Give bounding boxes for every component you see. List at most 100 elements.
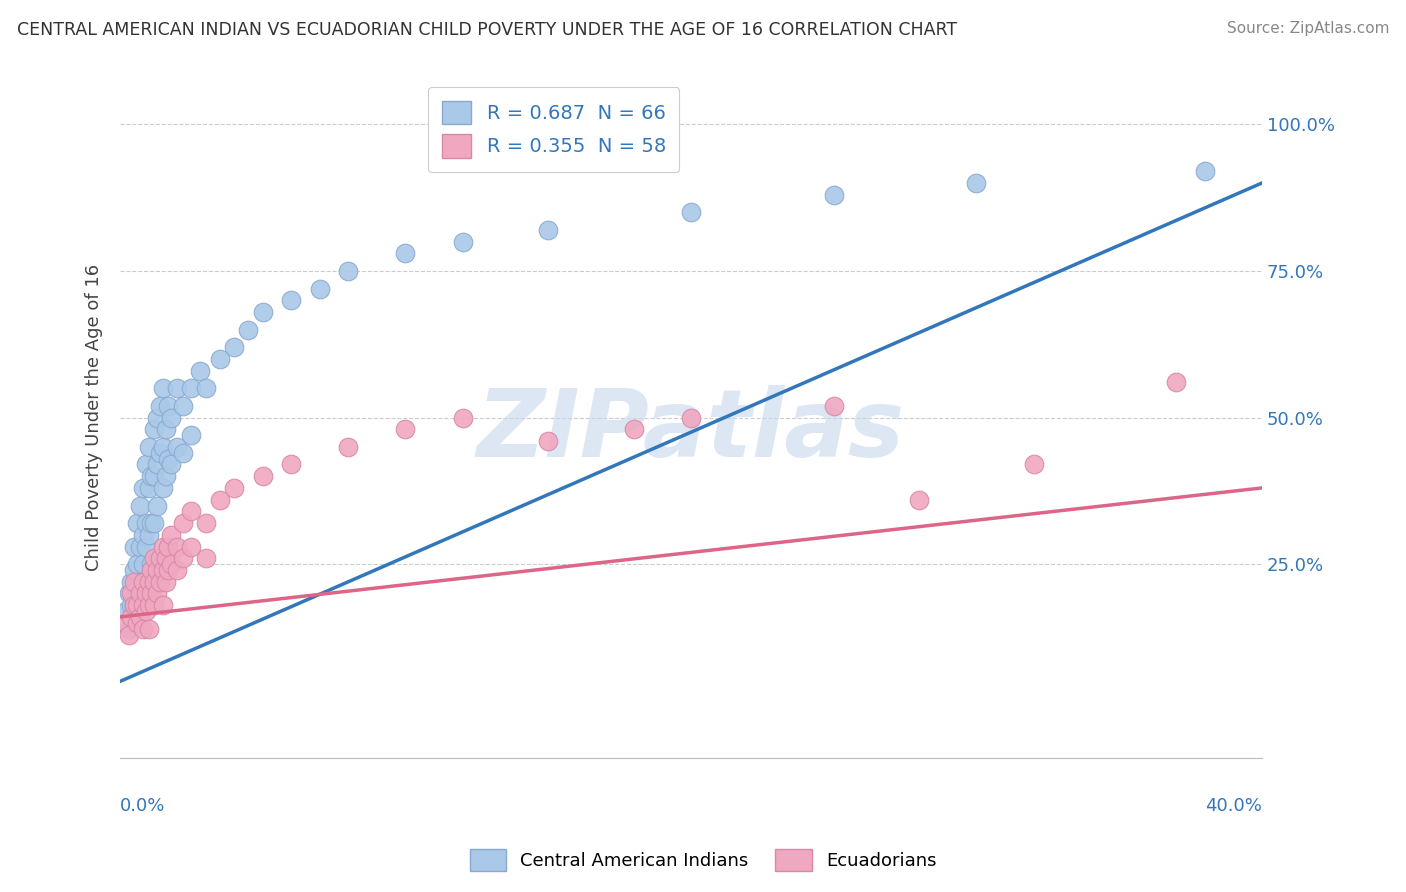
Point [224, 340, 246, 354]
Point [132, 598, 155, 612]
Point [152, 563, 174, 577]
Point [155, 469, 177, 483]
Point [823, 187, 845, 202]
Point [172, 446, 194, 460]
Point [337, 264, 360, 278]
Point [180, 504, 202, 518]
Point [152, 598, 174, 612]
Legend: R = 0.687  N = 66, R = 0.355  N = 58: R = 0.687 N = 66, R = 0.355 N = 58 [429, 87, 679, 171]
Point [146, 586, 169, 600]
Point [122, 563, 145, 577]
Point [160, 410, 183, 425]
Point [117, 627, 139, 641]
Point [149, 551, 172, 566]
Point [166, 563, 188, 577]
Point [252, 469, 274, 483]
Point [127, 598, 149, 612]
Point [152, 440, 174, 454]
Point [152, 540, 174, 554]
Point [129, 499, 152, 513]
Point [1194, 164, 1216, 178]
Point [114, 604, 136, 618]
Point [1022, 458, 1045, 472]
Point [155, 422, 177, 436]
Text: 40.0%: 40.0% [1205, 797, 1263, 814]
Point [143, 516, 166, 530]
Point [132, 622, 155, 636]
Point [135, 458, 157, 472]
Point [132, 481, 155, 495]
Point [451, 235, 474, 249]
Point [129, 610, 152, 624]
Point [120, 598, 142, 612]
Point [138, 481, 160, 495]
Point [143, 422, 166, 436]
Point [132, 528, 155, 542]
Point [143, 469, 166, 483]
Point [337, 440, 360, 454]
Point [160, 557, 183, 571]
Point [157, 399, 180, 413]
Point [194, 551, 217, 566]
Point [138, 574, 160, 589]
Point [908, 492, 931, 507]
Point [188, 364, 211, 378]
Point [152, 381, 174, 395]
Text: Source: ZipAtlas.com: Source: ZipAtlas.com [1226, 21, 1389, 37]
Point [135, 604, 157, 618]
Point [127, 615, 149, 630]
Point [141, 563, 163, 577]
Point [166, 540, 188, 554]
Point [141, 586, 163, 600]
Point [238, 323, 260, 337]
Point [114, 615, 136, 630]
Point [138, 598, 160, 612]
Point [537, 223, 560, 237]
Point [157, 451, 180, 466]
Point [149, 446, 172, 460]
Point [122, 598, 145, 612]
Point [208, 492, 231, 507]
Point [146, 410, 169, 425]
Point [280, 458, 302, 472]
Point [679, 205, 702, 219]
Point [135, 516, 157, 530]
Point [141, 469, 163, 483]
Point [129, 540, 152, 554]
Point [155, 551, 177, 566]
Point [127, 586, 149, 600]
Legend: Central American Indians, Ecuadorians: Central American Indians, Ecuadorians [463, 842, 943, 879]
Point [308, 281, 330, 295]
Point [129, 586, 152, 600]
Point [537, 434, 560, 448]
Point [965, 176, 987, 190]
Point [823, 399, 845, 413]
Point [224, 481, 246, 495]
Point [138, 622, 160, 636]
Point [132, 574, 155, 589]
Point [135, 540, 157, 554]
Point [122, 598, 145, 612]
Text: 0.0%: 0.0% [120, 797, 166, 814]
Point [157, 563, 180, 577]
Point [129, 574, 152, 589]
Point [451, 410, 474, 425]
Point [149, 399, 172, 413]
Point [122, 540, 145, 554]
Point [155, 574, 177, 589]
Point [117, 586, 139, 600]
Point [1166, 376, 1188, 390]
Point [120, 586, 142, 600]
Point [141, 516, 163, 530]
Point [146, 563, 169, 577]
Point [172, 551, 194, 566]
Text: ZIPatlas: ZIPatlas [477, 385, 905, 477]
Point [180, 428, 202, 442]
Point [166, 440, 188, 454]
Point [122, 574, 145, 589]
Point [141, 557, 163, 571]
Point [252, 305, 274, 319]
Point [117, 622, 139, 636]
Point [172, 399, 194, 413]
Point [138, 440, 160, 454]
